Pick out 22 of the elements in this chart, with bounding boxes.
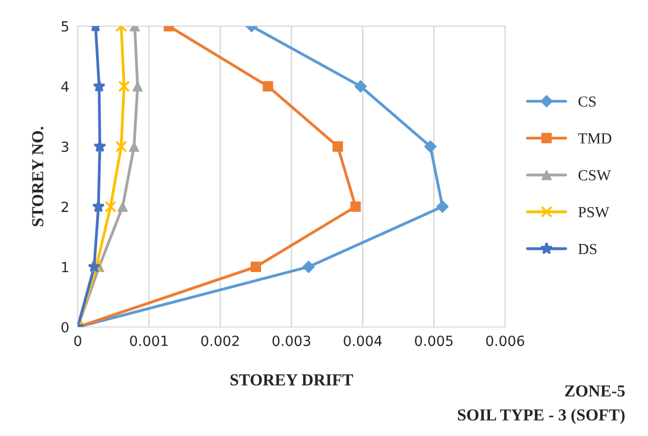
legend-label: DS [578, 244, 596, 254]
y-tick-label: 2 [62, 202, 68, 212]
y-tick-label: 1 [62, 262, 68, 272]
x-tick-label: 0 [74, 336, 82, 346]
y-tick-label: 4 [61, 81, 69, 92]
x-tick-label: 0.006 [486, 336, 524, 346]
y-axis-title: STOREY NO. [32, 126, 44, 226]
x-tick-label: 0.003 [272, 336, 310, 346]
y-tick-label: 3 [62, 141, 68, 152]
x-tick-label: 0.002 [201, 336, 239, 346]
x-axis-title: STOREY DRIFT [230, 374, 354, 386]
text: ZONE-5 [565, 385, 625, 397]
legend-label: PSW [578, 207, 610, 218]
x-tick-label: 0.005 [414, 336, 453, 346]
x-tick-label: 0.004 [344, 336, 382, 346]
y-tick-label: 0 [62, 322, 69, 332]
legend-label: CSW [578, 170, 611, 181]
x-tick-label: 0.001 [130, 336, 168, 346]
text: SOIL TYPE - 3 (SOFT) [458, 408, 625, 424]
legend-label: CS [578, 96, 596, 107]
legend-label: TMD [578, 133, 612, 144]
y-tick-label: 5 [62, 21, 68, 32]
